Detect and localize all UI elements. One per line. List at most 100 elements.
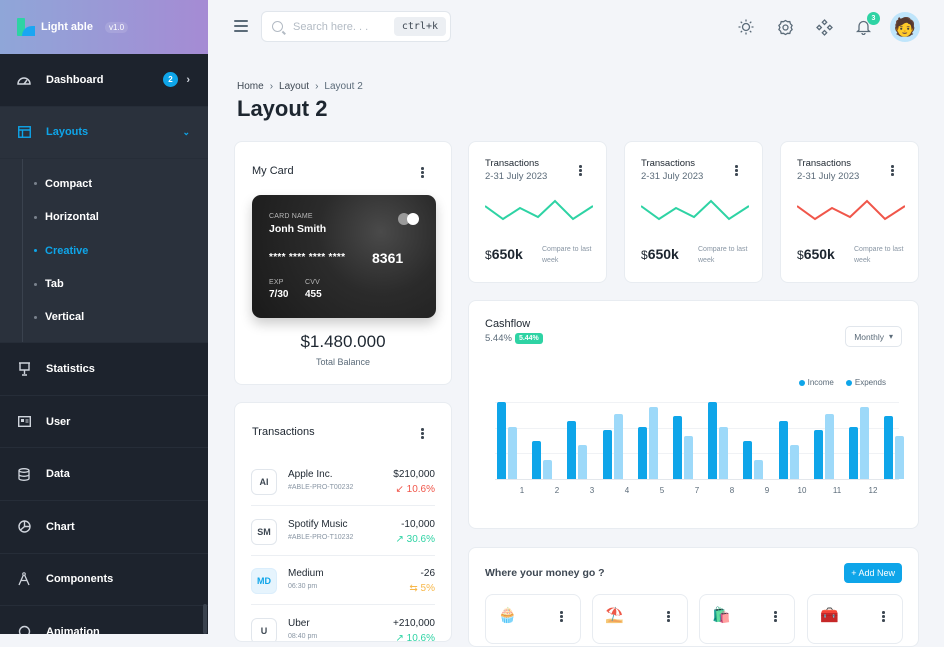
more-options-icon[interactable] (774, 611, 777, 623)
apps-grid-icon[interactable] (815, 18, 833, 36)
sidebar-item-dashboard[interactable]: Dashboard 2 › (0, 54, 208, 107)
dashboard-badge: 2 (163, 72, 178, 88)
x-axis-tick: 9 (764, 486, 770, 495)
logo-icon (17, 18, 37, 36)
search-input[interactable]: Search here. . . ctrl+k (261, 11, 451, 42)
sidebar-item-components[interactable]: Components (0, 554, 208, 607)
income-bar[interactable] (884, 415, 894, 479)
period-select[interactable]: Monthly ▾ (845, 326, 902, 347)
stat-value: $650k (485, 246, 523, 262)
add-new-button[interactable]: + Add New (844, 563, 902, 583)
stat-compare: Compare to last week (698, 246, 748, 264)
sidebar-scrollbar[interactable] (203, 604, 207, 634)
merchant-name: Medium (288, 568, 324, 579)
keyboard-shortcut: ctrl+k (393, 17, 446, 36)
transaction-time: 06:30 pm (288, 583, 318, 590)
more-options-icon[interactable] (421, 167, 424, 179)
merchant-avatar: SM (251, 519, 277, 545)
expends-bar[interactable] (578, 445, 588, 479)
hamburger-menu-icon[interactable] (234, 20, 248, 32)
submenu-item-tab[interactable]: Tab (0, 267, 208, 300)
more-options-icon[interactable] (735, 165, 738, 177)
sidebar-item-statistics[interactable]: Statistics (0, 343, 208, 396)
chevron-right-icon: › (186, 73, 190, 86)
more-options-icon[interactable] (667, 611, 670, 623)
brand[interactable]: Light able v1.0 (0, 0, 208, 54)
breadcrumb-home[interactable]: Home (237, 81, 264, 92)
card-cvv: 455 (305, 289, 322, 300)
cashflow-bar-chart: 1 2 3 4 5 7 8 9 10 11 12 (495, 401, 905, 501)
x-axis-tick: 11 (832, 486, 842, 495)
shopping-bag-icon: 🛍️ (712, 607, 731, 624)
user-avatar[interactable]: 🧑 (890, 12, 920, 42)
income-bar[interactable] (708, 402, 718, 479)
submenu-item-compact[interactable]: Compact (0, 167, 208, 200)
category-card-shopping[interactable]: 🛍️ (699, 594, 795, 644)
submenu-item-horizontal[interactable]: Horizontal (0, 201, 208, 234)
breadcrumb-layout[interactable]: Layout (279, 81, 310, 92)
income-bar[interactable] (778, 421, 788, 479)
category-card-food[interactable]: 🧁 (485, 594, 581, 644)
layouts-submenu: Compact Horizontal Creative Tab Vertical (0, 159, 208, 344)
bullet-icon (34, 182, 37, 186)
income-bar[interactable] (849, 427, 858, 479)
more-options-icon[interactable] (560, 611, 563, 623)
top-header: Search here. . . ctrl+k 3 🧑 (208, 0, 944, 54)
expends-bar[interactable] (754, 459, 764, 479)
compass-tool-icon (17, 572, 31, 586)
sidebar-item-animation[interactable]: Animation (0, 606, 208, 634)
expends-bar[interactable] (508, 427, 517, 479)
transaction-row[interactable]: U Uber 08:40 pm +210,000 ↗ 10.6% (251, 606, 435, 641)
stat-card: Transactions 2-31 July 2023 $650k Compar… (780, 141, 919, 283)
income-bar[interactable] (743, 440, 753, 479)
sidebar-item-data[interactable]: Data (0, 448, 208, 501)
legend-expends[interactable]: Expends (845, 378, 886, 387)
more-options-icon[interactable] (421, 428, 424, 440)
income-bar[interactable] (567, 421, 577, 479)
income-bar[interactable] (602, 429, 612, 479)
sidebar-item-chart[interactable]: Chart (0, 501, 208, 554)
more-options-icon[interactable] (891, 165, 894, 177)
expends-bar[interactable] (648, 406, 658, 479)
expends-bar[interactable] (824, 414, 834, 479)
submenu-item-vertical[interactable]: Vertical (0, 301, 208, 334)
chevron-down-icon: ▾ (888, 332, 893, 341)
expends-bar[interactable] (543, 459, 553, 479)
income-bar[interactable] (532, 440, 542, 479)
search-icon (272, 21, 283, 32)
transaction-row[interactable]: AI Apple Inc. #ABLE-PRO-T00232 $210,000 … (251, 457, 435, 506)
income-bar[interactable] (497, 402, 506, 479)
sidebar-item-layouts[interactable]: Layouts ⌄ (0, 106, 208, 160)
card-holder-name: Jonh Smith (269, 223, 327, 235)
more-options-icon[interactable] (882, 611, 885, 623)
expends-bar[interactable] (789, 445, 799, 479)
cashflow-title: Cashflow (485, 318, 531, 330)
more-options-icon[interactable] (579, 165, 582, 177)
sidebar-item-label: Chart (46, 520, 75, 533)
category-card-medical[interactable]: 🧰 (807, 594, 903, 644)
notification-bell-icon[interactable]: 3 (854, 12, 880, 36)
expends-bar[interactable] (895, 435, 905, 479)
transaction-row[interactable]: MD Medium 06:30 pm -26 ⇆ 5% (251, 556, 435, 605)
submenu-item-creative[interactable]: Creative (0, 234, 208, 267)
expends-bar[interactable] (719, 427, 729, 479)
settings-gear-icon[interactable] (776, 18, 794, 36)
category-card-travel[interactable]: ⛱️ (592, 594, 688, 644)
income-bar[interactable] (673, 415, 682, 479)
income-bar[interactable] (637, 427, 647, 479)
expends-bar[interactable] (684, 435, 693, 479)
sun-theme-icon[interactable] (737, 18, 755, 36)
expends-bar[interactable] (613, 414, 623, 479)
legend-income[interactable]: Income (798, 378, 834, 387)
breadcrumb: Home › Layout › Layout 2 (237, 81, 363, 92)
merchant-avatar: AI (251, 469, 277, 495)
expends-bar[interactable] (860, 406, 869, 479)
credit-card[interactable]: CARD NAME Jonh Smith **** **** **** ****… (252, 195, 436, 318)
x-axis-tick: 8 (729, 486, 735, 495)
merchant-avatar: MD (251, 568, 277, 594)
transaction-amount: -26 (420, 568, 435, 579)
card-brand-icon (398, 213, 420, 225)
sidebar-item-user[interactable]: User (0, 396, 208, 449)
income-bar[interactable] (813, 429, 823, 479)
transaction-row[interactable]: SM Spotify Music #ABLE-PRO-T10232 -10,00… (251, 507, 435, 556)
